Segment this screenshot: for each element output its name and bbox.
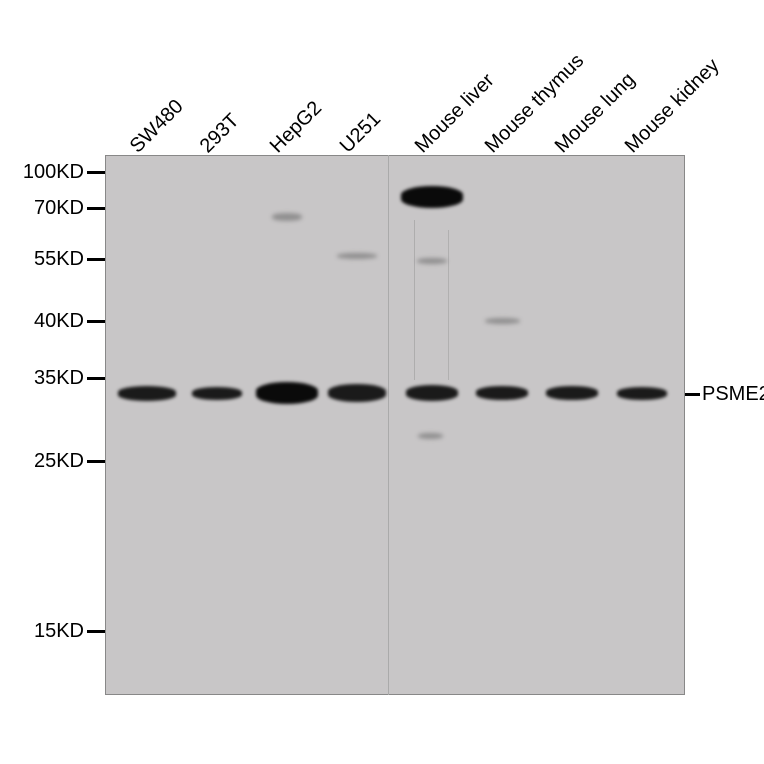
lane-label-293t: 293T [196, 109, 245, 158]
marker-40kd: 40KD [34, 310, 84, 333]
band-psme2-hepg2 [256, 382, 318, 404]
band-psme2-mouse-lung [546, 386, 598, 400]
band-extra-mouse-thymus-40kd [485, 318, 520, 324]
marker-tick-35kd [87, 377, 105, 380]
lane-label-mouse-kidney: Mouse kidney [621, 54, 725, 158]
lane-label-hepg2: HepG2 [266, 97, 327, 158]
marker-tick-70kd [87, 207, 105, 210]
marker-100kd: 100KD [23, 161, 84, 184]
band-extra-mouse-liver-27kd [418, 433, 443, 439]
band-psme2-u251 [328, 384, 386, 402]
blot-membrane-background [105, 155, 685, 695]
lane-divider [388, 155, 389, 695]
marker-15kd: 15KD [34, 620, 84, 643]
band-psme2-mouse-liver [406, 385, 458, 401]
marker-tick-15kd [87, 630, 105, 633]
band-psme2-sw480 [118, 386, 176, 401]
band-psme2-mouse-thymus [476, 386, 528, 400]
marker-tick-40kd [87, 320, 105, 323]
marker-tick-55kd [87, 258, 105, 261]
western-blot-figure: SW480 293T HepG2 U251 Mouse liver Mouse … [0, 0, 764, 764]
marker-25kd: 25KD [34, 450, 84, 473]
band-extra-mouse-liver-75kd [401, 186, 463, 208]
marker-55kd: 55KD [34, 248, 84, 271]
streak-artifact-2 [448, 230, 449, 380]
band-psme2-293t [192, 387, 242, 400]
marker-tick-100kd [87, 171, 105, 174]
band-psme2-mouse-kidney [617, 387, 667, 400]
streak-artifact-1 [414, 220, 415, 380]
target-tick-psme2 [685, 393, 700, 396]
band-extra-u251-55kd [337, 253, 377, 259]
marker-35kd: 35KD [34, 367, 84, 390]
lane-label-sw480: SW480 [126, 95, 189, 158]
lane-label-u251: U251 [336, 108, 386, 158]
band-extra-mouse-liver-55kd [417, 258, 447, 264]
marker-tick-25kd [87, 460, 105, 463]
marker-70kd: 70KD [34, 197, 84, 220]
band-extra-hepg2-70kd [272, 213, 302, 221]
target-label-psme2: PSME2 [702, 383, 764, 406]
